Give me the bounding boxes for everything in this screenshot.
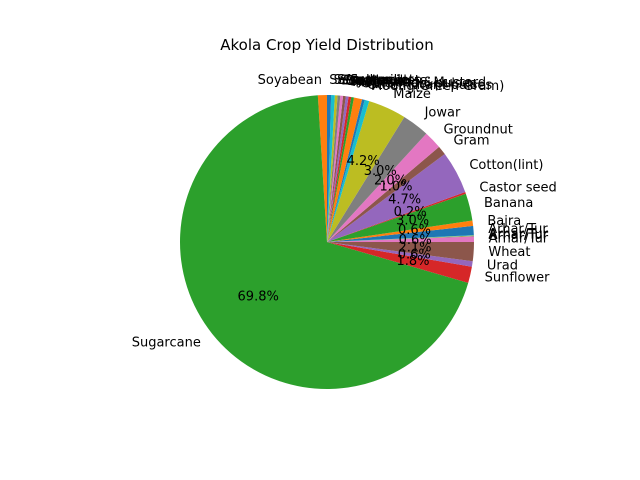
slice-label: Castor seed [479, 180, 556, 195]
slice-label: Gram [453, 134, 489, 149]
pie-slice [327, 96, 349, 242]
slice-label: Sunflower [485, 271, 551, 286]
slice-label: Sesamum [334, 73, 399, 88]
pie-slice [327, 193, 473, 242]
pie-slice [180, 95, 469, 390]
pie-slice [327, 235, 474, 242]
pie-slice [327, 95, 346, 243]
pie-slice [327, 95, 341, 243]
pie-slice [327, 242, 472, 283]
pie-slice [327, 97, 363, 242]
pie-slices [180, 95, 474, 390]
slice-label: Soyabean [258, 73, 322, 88]
slice-percent-label: 2.0% [374, 173, 407, 188]
chart-title: Akola Crop Yield Distribution [220, 36, 434, 54]
pie-slice [327, 236, 474, 242]
slice-percent-label: 4.7% [388, 193, 421, 208]
slice-label: Sugarcane [132, 336, 201, 351]
slice-label: Urad [487, 259, 518, 274]
slice-label: Safflower [329, 73, 390, 88]
slice-percent-label: 1.0% [379, 180, 412, 195]
slice-percent-label: 0.2% [394, 205, 427, 220]
pie-slice [327, 242, 473, 267]
pie-slice [327, 235, 474, 242]
slice-percent-label: 3.0% [396, 213, 429, 228]
slice-label: Other Rabi pulses [361, 76, 477, 91]
slice-label: Banana [484, 196, 533, 211]
slice-label: Small millets [343, 74, 427, 89]
pie-slice [327, 95, 335, 242]
slice-label: Arhar/Tur [489, 231, 549, 246]
slice-percent-label: 4.2% [347, 154, 380, 169]
pie-labels: Soyabean Sugarcane 69.8% Sunflower 1.8% Urad 0… [132, 73, 557, 351]
slice-label: Rapeseed &Mustard [355, 75, 486, 90]
slice-label: Cotton(lint) [469, 158, 543, 173]
slice-percent-label: 1.8% [396, 254, 429, 269]
pie-slice [327, 133, 440, 242]
slice-label: Arhar/Tur [488, 222, 548, 237]
slice-label: Wheat [488, 245, 530, 260]
slice-label: Moong(Green Gram) [371, 79, 504, 94]
slice-label: Safflower [349, 74, 410, 89]
pie-slice [327, 96, 352, 242]
slice-label: Soyabean [340, 73, 404, 88]
slice-label: Sesamum [346, 74, 411, 89]
pie-slice [327, 95, 338, 242]
pie-slice [327, 242, 474, 262]
slice-percent-label: 2.1% [398, 240, 431, 255]
slice-label: Groundnut [443, 122, 512, 137]
slice-percent-label: 3.0% [364, 164, 397, 179]
slice-label: Arhar/Tur [489, 227, 549, 242]
slice-percent-label: 0.6% [398, 248, 431, 263]
slice-label: Bajra [487, 214, 521, 229]
slice-label: Jowar [424, 106, 461, 121]
slice-percent-label: 0.6% [399, 233, 432, 248]
pie-slice [317, 95, 327, 242]
pie-slice [327, 95, 332, 242]
pie-slice [327, 146, 445, 242]
pie-slice [327, 154, 466, 242]
pie-slice [327, 99, 370, 243]
slice-label: Rice [352, 75, 380, 90]
pie-slice [327, 191, 466, 242]
slice-percent-label: 69.8% [238, 290, 279, 305]
pie-slice [327, 236, 474, 242]
slice-label: Small millets [337, 73, 421, 88]
pie-slice [327, 99, 365, 242]
slice-label: Arhar/Tur [489, 228, 549, 243]
slice-label: Maize [393, 87, 431, 102]
pie-slice [327, 225, 474, 242]
slice-percent-label: 0.6% [398, 223, 431, 238]
slice-label: Arhar/Tur [489, 228, 549, 243]
pie-slice [327, 220, 474, 242]
pie-slice [327, 101, 405, 243]
pie-slice [327, 97, 354, 242]
pie-slice [327, 95, 344, 243]
slice-label: Other Kharif pulses [367, 78, 492, 93]
pie-slice [327, 116, 427, 242]
